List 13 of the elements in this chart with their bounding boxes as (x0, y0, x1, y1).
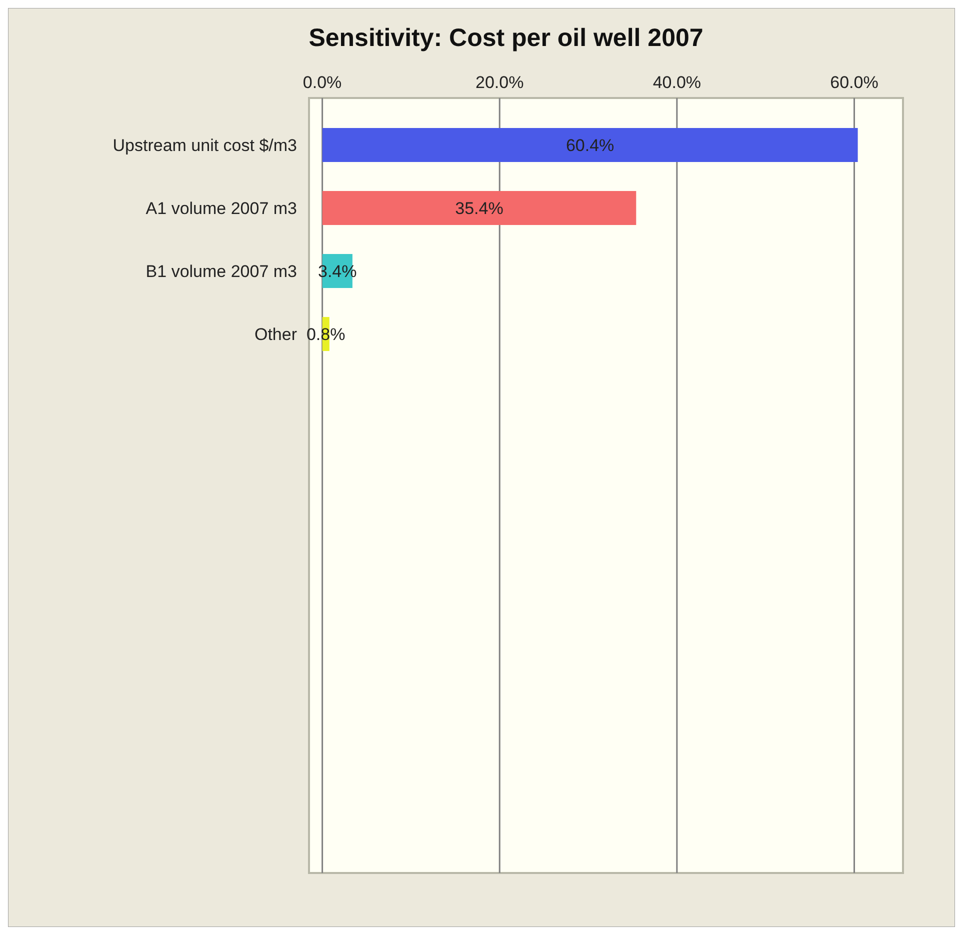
x-tick-label: 0.0% (302, 73, 342, 92)
y-tick-label: Upstream unit cost $/m3 (112, 136, 297, 155)
bar (322, 191, 636, 225)
y-tick-label: B1 volume 2007 m3 (146, 262, 297, 281)
x-tick-label: 40.0% (652, 73, 702, 92)
x-tick-label: 60.0% (830, 73, 878, 92)
chart-title: Sensitivity: Cost per oil well 2007 (308, 24, 704, 52)
y-tick-label: Other (254, 324, 298, 344)
data-label: 60.4% (566, 136, 614, 155)
data-label: 35.4% (455, 198, 504, 218)
bar (322, 128, 858, 162)
x-tick-label: 20.0% (476, 73, 524, 92)
y-tick-label: A1 volume 2007 m3 (146, 198, 297, 218)
